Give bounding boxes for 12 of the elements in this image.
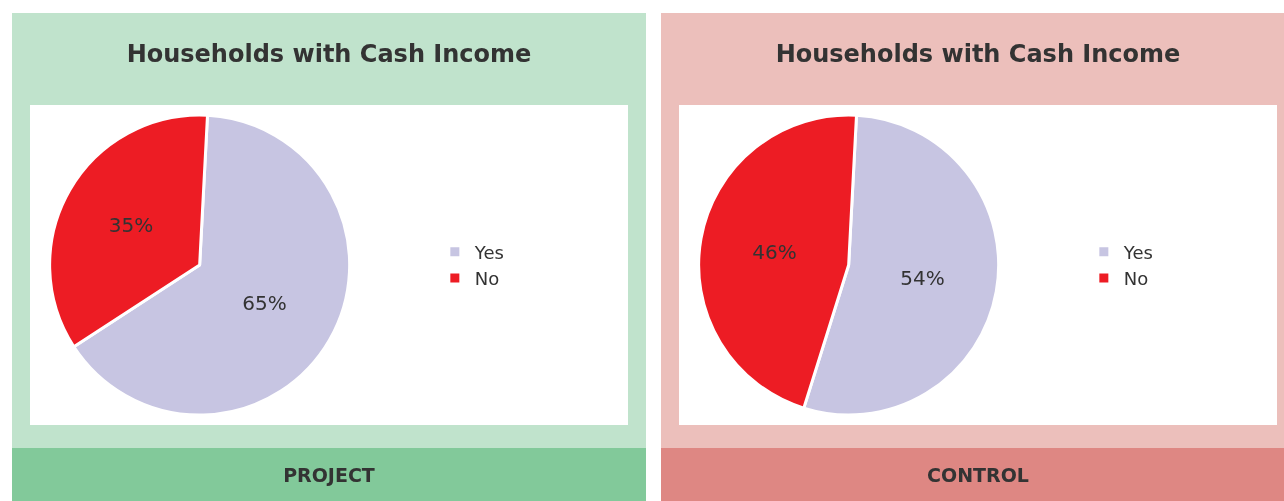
data-label: 65% [242, 290, 287, 315]
legend-label: Yes [1122, 241, 1153, 263]
text: PROJECT [12, 448, 646, 501]
data-label: 46% [752, 239, 797, 264]
text: CONTROL [661, 448, 1284, 501]
legend-label: Yes [473, 241, 504, 263]
legend-label: No [1123, 268, 1149, 290]
data-label: 54% [900, 266, 945, 291]
chart-title: Households with Cash Income [125, 39, 533, 70]
legend-label: No [474, 268, 500, 290]
chart-title: Households with Cash Income [774, 39, 1182, 70]
data-label: 35% [108, 213, 154, 238]
